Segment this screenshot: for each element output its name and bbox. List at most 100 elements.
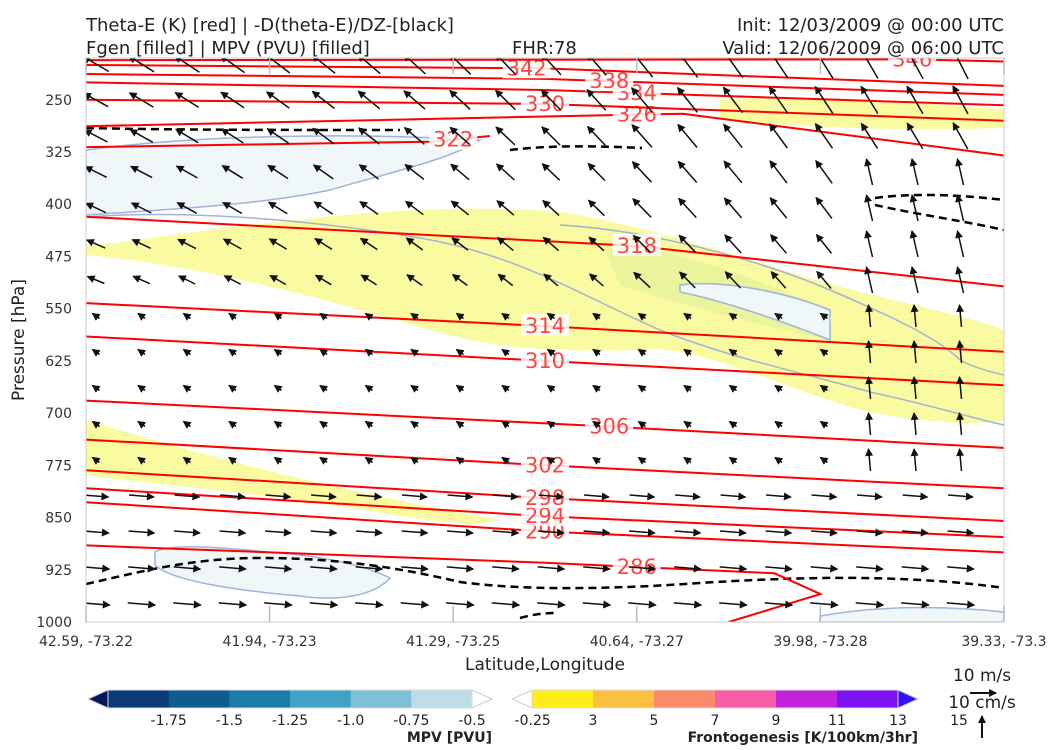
wind-vector [543,273,559,287]
colorbar-tick-label: 15 [950,713,968,729]
wind-vector [683,420,693,429]
wind-vector [815,233,833,254]
wind-vector [864,194,874,222]
wind-vector [91,420,101,429]
wind-vector [728,420,738,429]
theta-e-label-bg [521,486,569,509]
wind-vector [728,384,738,393]
wind-vector [137,312,147,321]
colorbar-tick-label: -0.5 [458,713,485,729]
mpv-colorbar: -1.75 -1.5 -1.25 -1.0 -0.75 -0.5 -0.25 [86,689,551,729]
wind-vector [128,528,156,537]
colorbar-segment [776,690,838,708]
wind-vector [401,564,429,573]
wind-vector [222,201,243,215]
wind-vector [356,528,383,537]
wind-vector [220,91,245,109]
wind-vector [956,412,965,436]
y-tick-label: 925 [45,563,72,579]
colorbar-frame [531,689,899,709]
wind-vector [637,420,647,429]
wind-vector [909,158,919,186]
wind-vector [359,200,379,216]
theta-e-label: 346 [892,47,932,71]
wind-vector [355,564,384,573]
wind-vector [448,58,472,75]
wind-vector [538,528,565,537]
wind-vector [137,420,147,429]
wind-vector [541,126,561,146]
theta-e-label-bg [521,348,569,371]
wind-vector [173,58,200,73]
wind-vector [364,312,374,321]
wind-vector [400,600,430,609]
y-tick-label: 475 [45,249,72,265]
wind-vector [864,266,874,294]
wind-vector [592,384,602,393]
wind-vector [402,58,427,75]
wind-vector [405,237,424,251]
wind-vector [592,420,602,429]
wind-vector [403,90,426,110]
wind-vector [586,88,607,111]
wind-vector [865,304,874,328]
wind-vector [221,165,244,179]
wind-vector [129,492,155,501]
wind-vector [810,600,839,609]
wind-vector [447,528,474,537]
wind-vector [819,312,829,321]
wind-vector [268,238,287,250]
wind-vector [819,420,829,429]
wind-vector [310,528,338,537]
wind-vector [130,202,152,214]
wind-vector [769,197,788,219]
wind-vector [815,196,833,219]
wind-vector [360,274,378,286]
wind-vector [774,420,784,429]
x-tick-label: 39.33, -73.3 [961,634,1046,650]
wind-vector [310,564,338,573]
wind-vector [265,91,290,109]
wind-vector [312,127,335,145]
wind-vector [587,199,605,217]
wind-vector [774,384,784,393]
wind-vector [676,58,699,78]
colorbar-segment [593,690,655,708]
wind-vector [86,92,109,108]
wind-vector [131,239,151,249]
wind-vector [449,89,471,110]
wind-vector [674,564,702,573]
wind-vector [910,448,919,472]
y-tick-label: 850 [45,511,72,527]
x-tick-label: 41.94, -73.23 [223,634,317,650]
wind-vector [182,456,192,465]
wind-vector [856,564,884,573]
wind-vector [592,312,602,321]
theta-e-label: 306 [589,415,629,439]
y-tick-label: 625 [45,354,72,370]
colorbar-extend-left [510,689,533,709]
wind-vector [955,194,965,222]
wind-vector [948,492,974,501]
wind-vector [901,564,930,573]
wind-vector [496,236,514,251]
plot-area: 2862902942983023063103143183223263303343… [85,47,1005,623]
wind-vector [628,600,657,609]
wind-vector [219,564,247,573]
wind-vector [541,163,561,181]
wind-vector [819,348,829,357]
wind-vector [494,89,516,111]
wind-vector [720,528,747,537]
wind-vector [364,384,374,393]
wind-vector [956,448,965,472]
wind-vector [228,420,238,429]
wind-vector [86,492,110,501]
wind-vector [455,348,465,357]
theta-e-label-bg [585,414,634,437]
wind-vector [537,600,566,609]
wind-vector [720,492,747,501]
wind-vector [311,90,335,110]
wind-vector [173,564,202,573]
wind-vector [182,348,192,357]
x-tick-label: 41.29, -73.25 [406,634,500,650]
